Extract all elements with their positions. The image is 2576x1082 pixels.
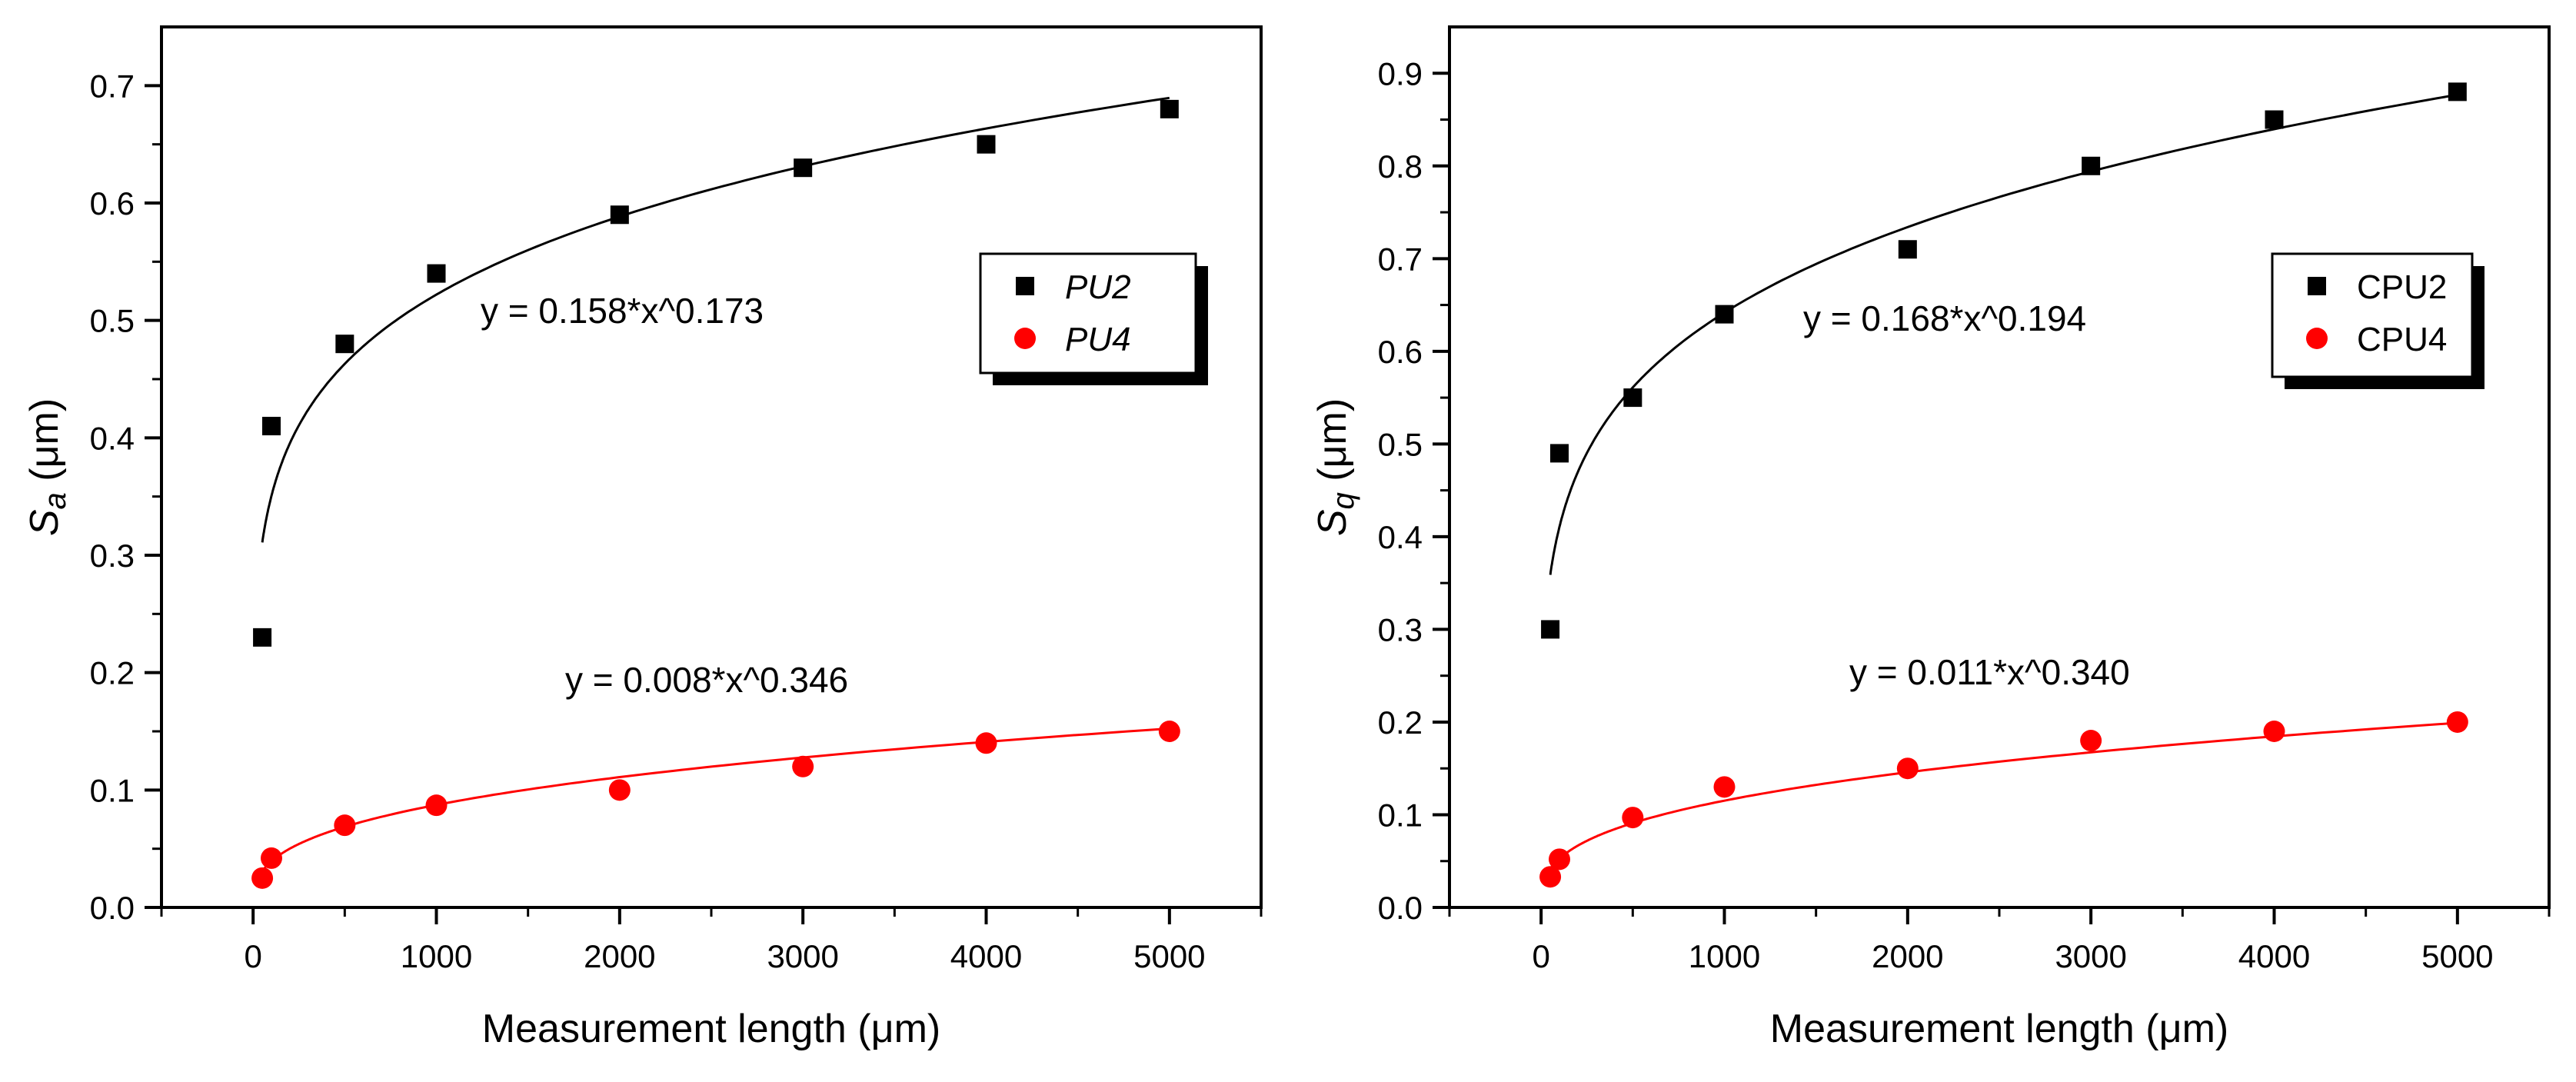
data-point-cpu2 [1541, 620, 1560, 639]
data-point-pu4 [1158, 721, 1180, 742]
plot-frame [160, 25, 1263, 909]
data-point-pu4 [975, 732, 997, 754]
data-point-cpu4 [2263, 721, 2285, 742]
y-tick-label: 0.0 [90, 890, 135, 926]
y-tick-label: 0.5 [1378, 426, 1423, 462]
x-tick-label: 4000 [950, 938, 1022, 974]
data-point-pu2 [977, 135, 996, 154]
x-tick-label: 2000 [1872, 938, 1943, 974]
y-tick-label: 0.2 [90, 655, 135, 691]
fit-equation-pu2: y = 0.158*x^0.173 [481, 291, 764, 331]
data-point-pu2 [253, 628, 272, 647]
data-point-cpu4 [2080, 730, 2102, 752]
x-axis-title: Measurement length (μm) [482, 1007, 940, 1051]
data-point-pu4 [261, 847, 282, 869]
x-axis-title: Measurement length (μm) [1770, 1007, 2228, 1051]
fit-equation-cpu2: y = 0.168*x^0.194 [1803, 298, 2086, 338]
chart-sa: 0 1000 2000 3000 4000 5000 0.0 0.1 0.2 0.3 0.4 0.5 0… [22, 25, 1263, 1051]
y-tick-label: 0.0 [1378, 890, 1423, 926]
data-point-pu2 [1160, 99, 1179, 118]
legend-marker-cpu4 [2306, 328, 2328, 349]
x-tick-label: 1000 [1689, 938, 1760, 974]
data-point-cpu2 [1623, 388, 1642, 408]
data-point-pu2 [794, 158, 813, 178]
data-point-cpu2 [1898, 240, 1917, 259]
data-point-pu4 [608, 779, 631, 801]
x-tick-label: 1000 [401, 938, 472, 974]
data-point-cpu2 [1550, 444, 1569, 463]
y-tick-label: 0.5 [90, 303, 135, 339]
legend-label-cpu4: CPU4 [2357, 321, 2447, 358]
data-point-pu4 [334, 814, 356, 837]
y-axis-title: Sa (μm) [22, 398, 72, 536]
y-tick-label: 0.9 [1378, 55, 1423, 92]
data-point-cpu4 [2446, 711, 2468, 733]
fit-equation-pu4: y = 0.008*x^0.346 [565, 660, 848, 700]
x-tick-label: 5000 [2421, 938, 2493, 974]
data-point-pu4 [251, 867, 274, 889]
x-tick-label: 3000 [767, 938, 838, 974]
data-point-cpu4 [1539, 866, 1562, 888]
legend-label-pu4: PU4 [1065, 321, 1131, 358]
fit-curve-pu2 [261, 96, 1170, 543]
legend-label-cpu2: CPU2 [2357, 268, 2447, 306]
legend-marker-pu2 [1016, 277, 1034, 295]
y-tick-label: 0.4 [1378, 519, 1423, 555]
data-point-cpu2 [2082, 156, 2101, 175]
data-point-pu2 [335, 335, 354, 354]
data-point-pu2 [262, 417, 281, 436]
y-tick-label: 0.7 [1378, 241, 1423, 277]
x-tick-label: 0 [1532, 938, 1549, 974]
data-point-pu2 [610, 205, 629, 225]
y-tick-label: 0.1 [1378, 797, 1423, 833]
x-tick-label: 2000 [584, 938, 655, 974]
x-tick-label: 0 [244, 938, 261, 974]
y-tick-label: 0.6 [1378, 334, 1423, 370]
legend-box [2271, 252, 2474, 378]
data-point-pu4 [425, 794, 448, 817]
legend-box [979, 252, 1197, 375]
y-tick-label: 0.4 [90, 420, 135, 456]
y-tick-label: 0.2 [1378, 704, 1423, 741]
data-point-pu4 [792, 755, 814, 777]
fit-curve-cpu4 [1549, 721, 2458, 870]
data-point-pu2 [427, 264, 446, 283]
x-tick-label: 5000 [1133, 938, 1205, 974]
y-tick-label: 0.1 [90, 772, 135, 808]
y-tick-label: 0.3 [1378, 611, 1423, 648]
y-axis-title: Sq (μm) [1310, 398, 1360, 536]
x-tick-label: 3000 [2055, 938, 2126, 974]
y-tick-label: 0.6 [90, 185, 135, 221]
fit-curve-cpu2 [1549, 93, 2458, 575]
data-point-cpu2 [2448, 82, 2467, 102]
data-point-cpu4 [1896, 757, 1919, 780]
fit-equation-cpu4: y = 0.011*x^0.340 [1849, 652, 2130, 692]
data-point-cpu2 [2265, 110, 2284, 129]
fit-curve-pu4 [261, 727, 1170, 872]
y-tick-label: 0.3 [90, 538, 135, 574]
y-tick-label: 0.8 [1378, 148, 1423, 185]
x-tick-label: 4000 [2238, 938, 2310, 974]
plot-frame [1448, 25, 2551, 909]
data-point-cpu4 [1713, 776, 1736, 798]
data-point-cpu2 [1715, 305, 1734, 324]
chart-sq: 0 1000 2000 3000 4000 5000 0.0 0.1 0.2 0.3 0.4 0.5 0… [1310, 25, 2551, 1051]
legend-marker-cpu2 [2308, 277, 2326, 295]
legend-marker-pu4 [1014, 328, 1036, 349]
data-point-cpu4 [1549, 848, 1570, 871]
y-tick-label: 0.7 [90, 68, 135, 104]
data-point-cpu4 [1622, 807, 1644, 829]
legend-label-pu2: PU2 [1065, 268, 1131, 306]
